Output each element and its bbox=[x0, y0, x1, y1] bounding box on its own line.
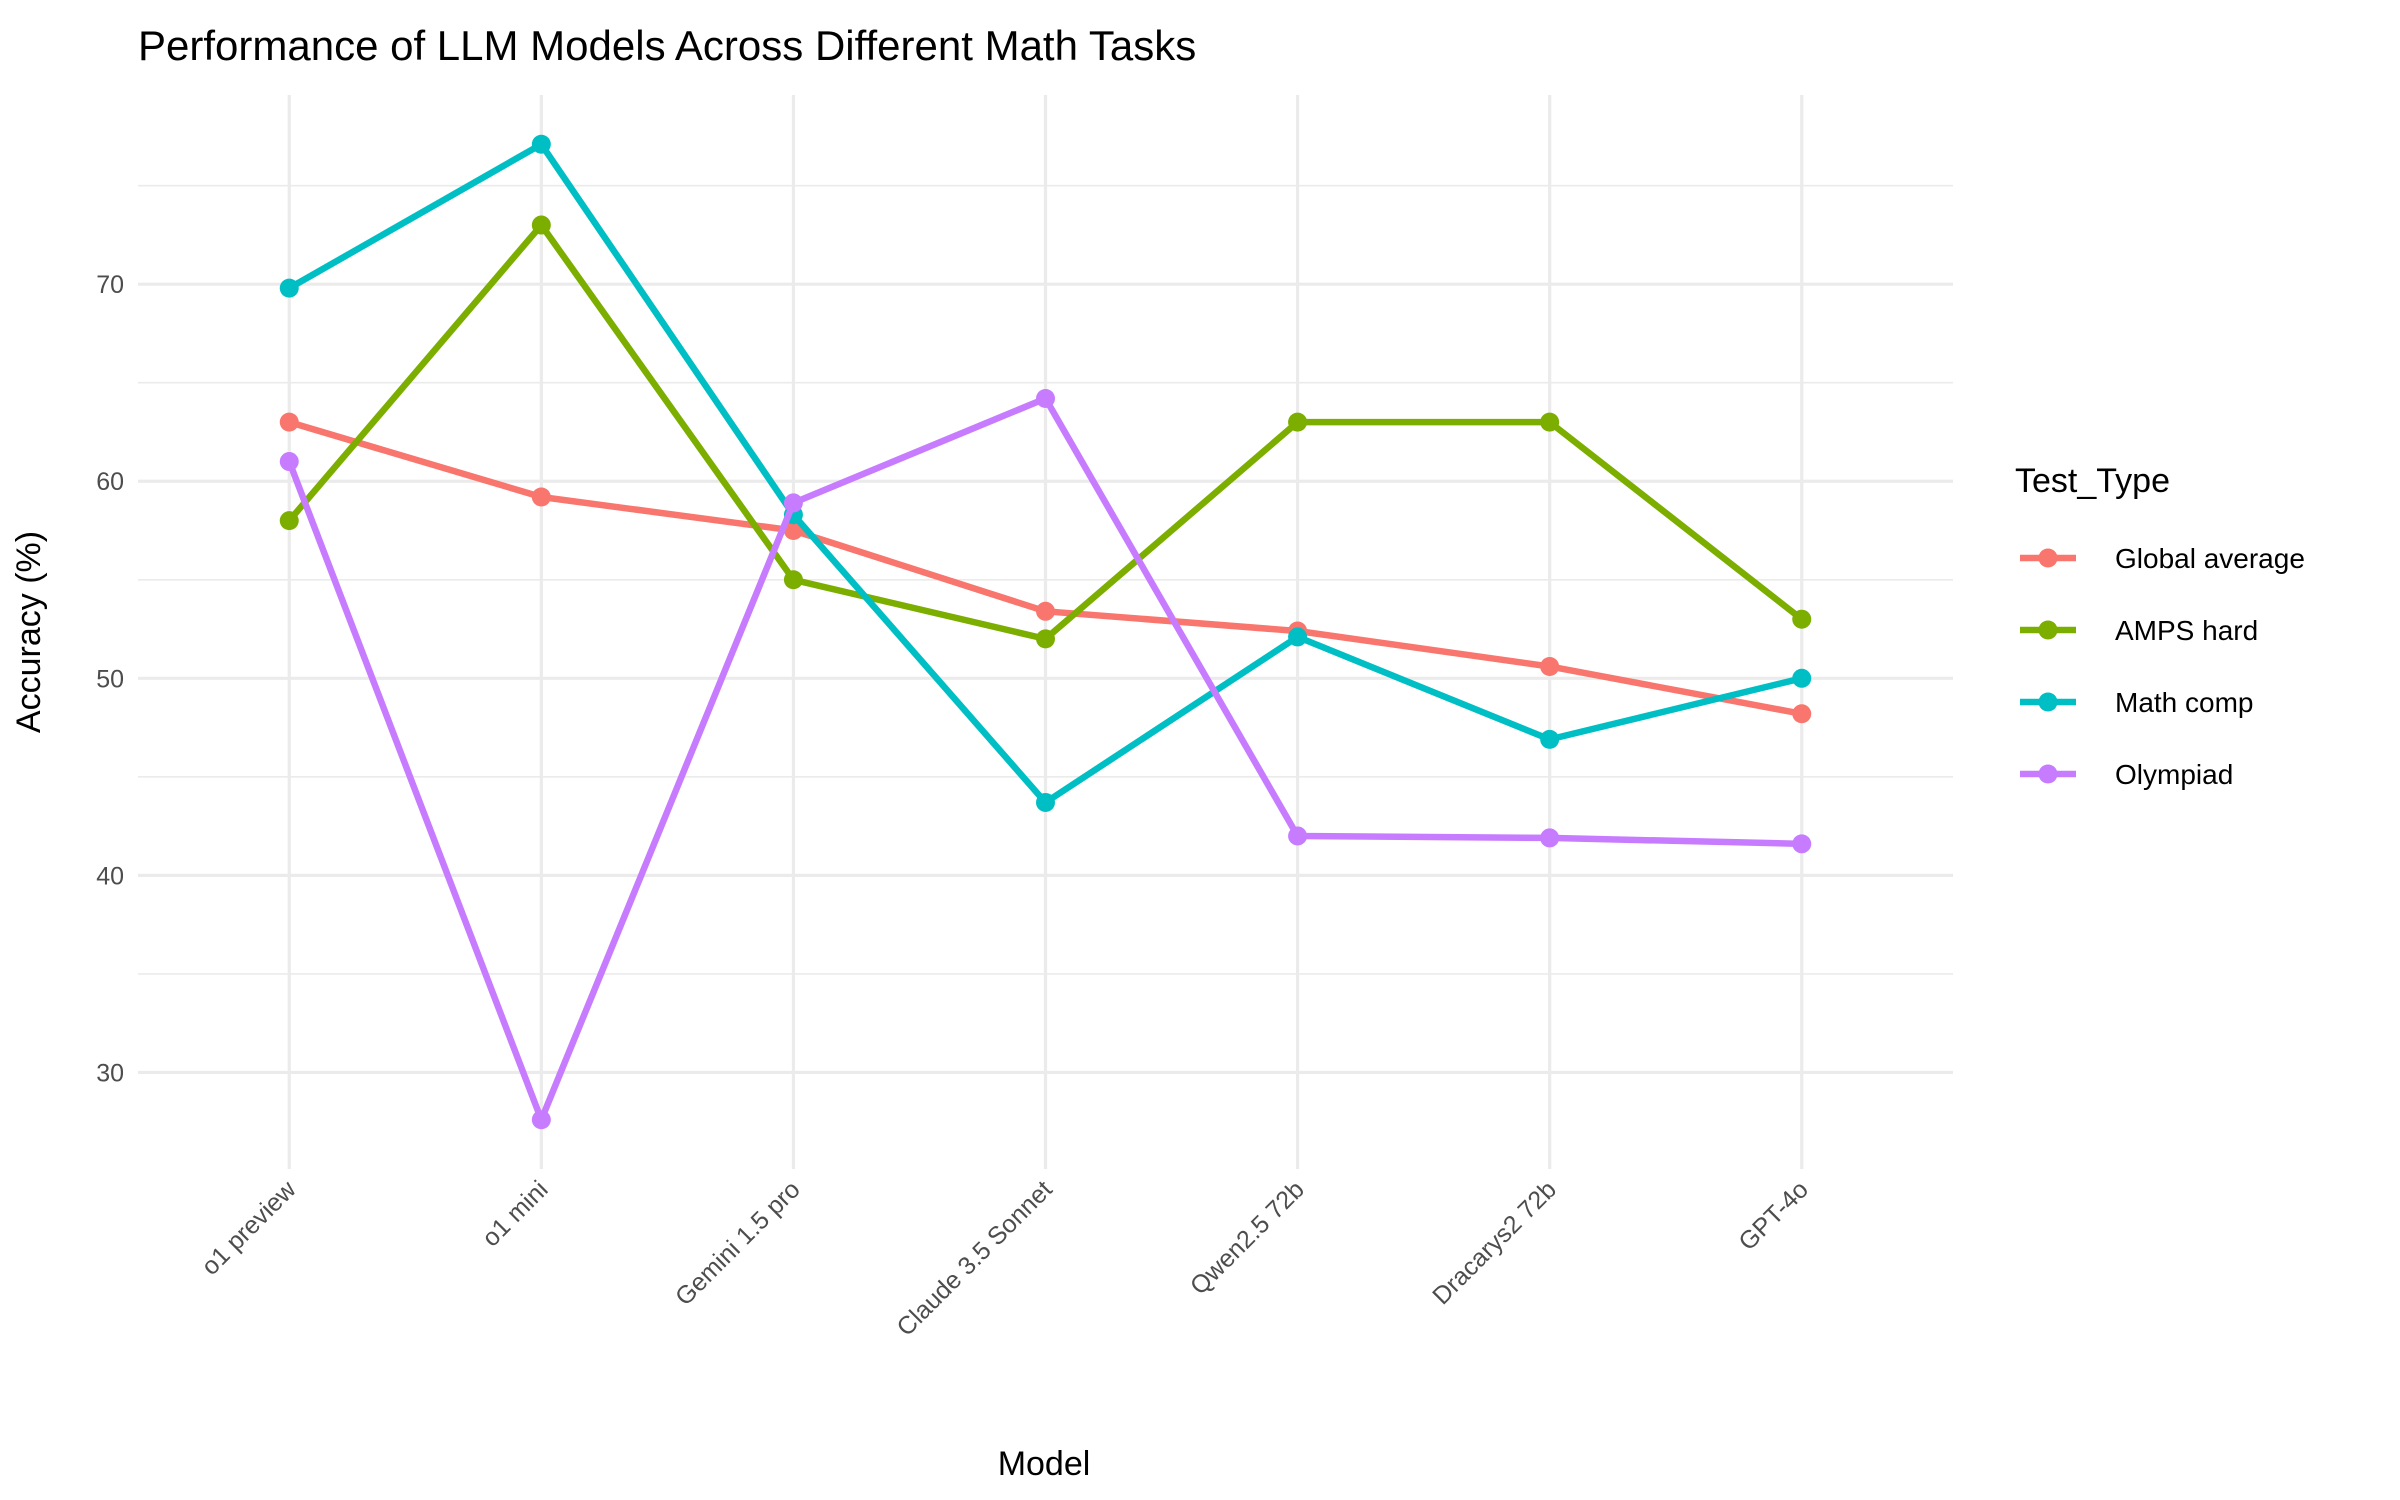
series-amps-hard bbox=[279, 215, 1812, 649]
data-point bbox=[1036, 629, 1055, 649]
data-point bbox=[1288, 627, 1308, 647]
x-axis-ticks: o1 preview o1 mini Gemini 1.5 pro Claude 3.… bbox=[196, 1175, 1814, 1342]
data-point bbox=[1792, 704, 1812, 724]
y-axis-ticks: 30 40 50 60 70 bbox=[96, 271, 124, 1087]
data-point bbox=[1540, 828, 1560, 848]
data-point bbox=[531, 487, 551, 507]
data-point bbox=[1288, 412, 1308, 432]
data-point bbox=[279, 511, 299, 531]
legend-key-point bbox=[2038, 620, 2058, 640]
legend-item: AMPS hard bbox=[2020, 615, 2258, 646]
y-tick-label: 40 bbox=[96, 862, 124, 890]
y-axis-title: Accuracy (%) bbox=[10, 531, 48, 733]
data-point bbox=[279, 412, 299, 432]
y-tick-label: 60 bbox=[96, 468, 124, 496]
legend-label: AMPS hard bbox=[2115, 615, 2258, 646]
legend-key-point bbox=[2038, 692, 2058, 712]
data-point bbox=[1540, 656, 1560, 676]
x-tick-label: Qwen2.5 72b bbox=[1185, 1175, 1310, 1300]
y-tick-label: 50 bbox=[96, 665, 124, 693]
legend-label: Math comp bbox=[2115, 687, 2254, 718]
x-tick-label: o1 mini bbox=[477, 1175, 554, 1252]
x-tick-label: Gemini 1.5 pro bbox=[670, 1175, 806, 1311]
legend-item: Global average bbox=[2020, 543, 2305, 574]
y-tick-label: 30 bbox=[96, 1059, 124, 1087]
data-point bbox=[531, 134, 551, 154]
data-point bbox=[1036, 388, 1055, 408]
legend-item: Math comp bbox=[2020, 687, 2254, 718]
legend-key-point bbox=[2038, 764, 2058, 784]
data-point bbox=[783, 521, 803, 541]
data-point bbox=[1540, 729, 1560, 749]
chart-title: Performance of LLM Models Across Differe… bbox=[138, 22, 1196, 69]
legend-label: Olympiad bbox=[2115, 759, 2233, 790]
x-axis-title: Model bbox=[998, 1445, 1091, 1483]
data-point bbox=[1036, 601, 1055, 621]
legend: Test_Type Global average AMPS hard Math co… bbox=[2015, 462, 2305, 790]
data-point bbox=[1792, 668, 1812, 688]
data-point bbox=[279, 452, 299, 472]
legend-title: Test_Type bbox=[2015, 462, 2170, 500]
x-tick-label: o1 preview bbox=[196, 1175, 302, 1281]
data-point bbox=[279, 278, 299, 298]
data-point bbox=[1792, 834, 1812, 854]
legend-label: Global average bbox=[2115, 543, 2305, 574]
data-point bbox=[783, 493, 803, 513]
legend-item: Olympiad bbox=[2020, 759, 2233, 790]
x-tick-label: Dracarys2 72b bbox=[1427, 1175, 1562, 1310]
data-point bbox=[1540, 412, 1560, 432]
data-point bbox=[531, 1110, 551, 1130]
data-point bbox=[783, 570, 803, 590]
x-tick-label: GPT-4o bbox=[1733, 1175, 1814, 1256]
y-tick-label: 70 bbox=[96, 271, 124, 299]
legend-key-point bbox=[2038, 548, 2058, 568]
series-olympiad bbox=[279, 388, 1812, 1130]
data-point bbox=[531, 215, 551, 235]
data-point bbox=[1036, 792, 1055, 812]
data-point bbox=[1792, 609, 1812, 629]
x-tick-label: Claude 3.5 Sonnet bbox=[891, 1175, 1057, 1341]
series-layer bbox=[279, 134, 1812, 1130]
data-point bbox=[1288, 826, 1308, 846]
